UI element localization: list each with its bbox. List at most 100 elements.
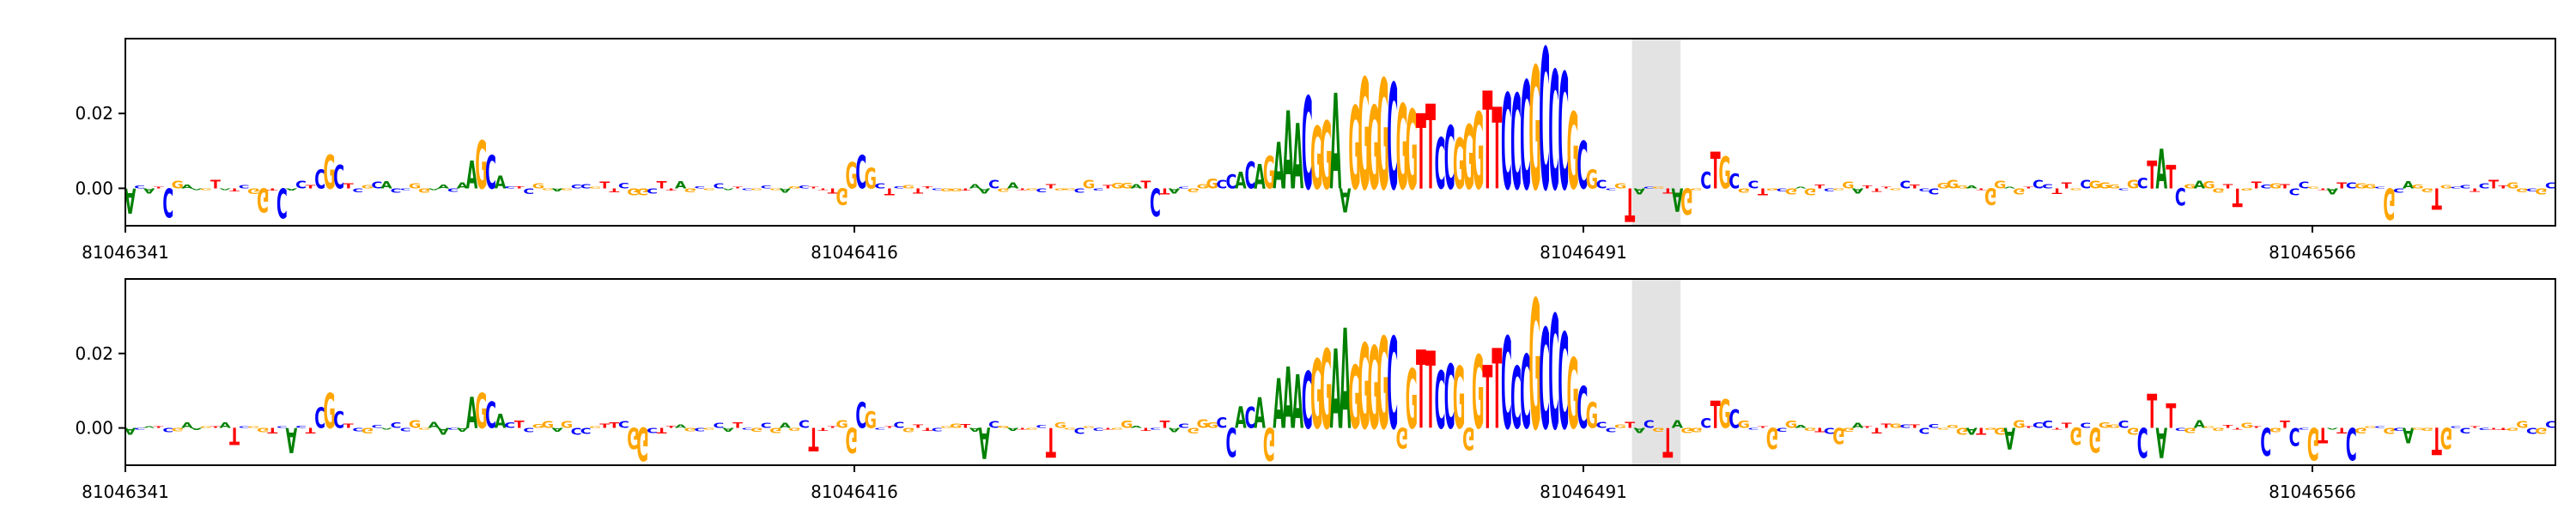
logo-letter: C [523, 186, 534, 195]
logo-letter: G [1406, 353, 1418, 448]
logo-letter: C [485, 394, 496, 437]
logo-letter: G [1187, 426, 1199, 434]
logo-letter: T [1910, 424, 1920, 429]
logo-letter: C [2299, 427, 2310, 430]
logo-letter: G [684, 427, 696, 432]
logo-letter: A [1273, 365, 1285, 445]
logo-letter: C [333, 408, 344, 434]
logo-letter: G [1083, 426, 1095, 428]
logo-letter: C [1747, 179, 1759, 191]
logo-letter: C [1577, 376, 1588, 442]
logo-letter: C [239, 185, 250, 190]
logo-letters: ACATCGAAGTATCGGTCACTCGCTCGCACCGGAACAAGCA… [125, 9, 2556, 234]
logo-letter: A [675, 424, 687, 430]
logo-letter: G [361, 426, 374, 434]
logo-letter: T [1758, 186, 1768, 197]
logo-letter: T [1976, 426, 1986, 436]
logo-letter: A [551, 427, 564, 433]
logo-letter: C [761, 422, 772, 430]
logo-letter: G [2202, 426, 2215, 428]
logo-letter: C [2289, 185, 2300, 196]
logo-letter: G [2440, 421, 2452, 454]
logo-letter: C [694, 427, 705, 432]
logo-letter: G [684, 186, 696, 192]
logo-letter: C [1643, 186, 1655, 189]
logo-letter: G [1026, 188, 1038, 191]
logo-letter: C [1225, 170, 1236, 193]
logo-letter: C [1928, 423, 1939, 429]
logo-letter: C [2260, 419, 2271, 463]
logo-letter: T [2166, 398, 2176, 437]
logo-letter: T [306, 185, 316, 190]
logo-letter: T [1862, 185, 1873, 190]
logo-letter: G [247, 186, 259, 195]
logo-letter: G [1785, 418, 1797, 430]
logo-letter: G [769, 188, 781, 191]
logo-letter: C [932, 427, 943, 432]
logo-letter: T [2023, 426, 2034, 428]
logo-letter: A [2155, 418, 2167, 464]
x-tick-label: 81046566 [2269, 482, 2356, 502]
logo-letter: C [694, 185, 705, 189]
logo-letter: C [2479, 427, 2490, 431]
logo-letter: G [1738, 419, 1750, 431]
logo-letter: G [1320, 328, 1332, 454]
logo-letter: G [1586, 397, 1598, 437]
logo-letter: G [2354, 183, 2366, 191]
logo-letter: G [1652, 427, 1664, 433]
logo-letter: T [609, 421, 620, 430]
logo-letter: T [1862, 426, 1874, 428]
logo-letter: A [1291, 360, 1303, 446]
logo-letter: G [1890, 423, 1902, 430]
logo-letter: T [657, 426, 668, 434]
logo-letter: C [2175, 427, 2186, 431]
logo-letter: A [1282, 350, 1294, 448]
logo-letter: G [703, 427, 715, 430]
logo-letter: C [713, 421, 724, 430]
logo-letter: A [780, 186, 792, 193]
logo-letter: G [418, 427, 430, 430]
logo-letter: T [2280, 183, 2291, 190]
logo-letter: G [2099, 421, 2111, 430]
logo-letter: T [732, 186, 744, 189]
logo-letter: G [865, 408, 877, 434]
logo-letter: G [2506, 427, 2518, 432]
logo-letter: G [2506, 181, 2518, 191]
logo-letter: A [466, 388, 478, 439]
logo-letter: G [846, 154, 858, 197]
logo-letter: G [1690, 188, 1702, 191]
logo-letter: C [1548, 37, 1559, 227]
logo-letter: C [1918, 187, 1929, 191]
logo-letter: T [1482, 65, 1492, 221]
logo-letter: T [1416, 94, 1426, 214]
logo-letter: T [913, 186, 924, 194]
logo-letter: A [466, 154, 478, 199]
logo-letter: A [2326, 186, 2338, 196]
logo-letter: G [2412, 427, 2424, 430]
logo-letter: G [1956, 185, 1968, 189]
logo-letter: T [1710, 143, 1721, 202]
logo-letter: C [295, 179, 307, 191]
logo-letter: C [1510, 69, 1522, 220]
logo-letter: G [1406, 88, 1418, 215]
logo-letter: G [1937, 182, 1949, 191]
logo-letter: G [1187, 186, 1199, 192]
logo-letter: T [343, 423, 354, 430]
logo-letter: A [143, 186, 155, 195]
logo-letter: T [2336, 181, 2347, 191]
logo-letter: C [647, 186, 658, 195]
logo-letter: C [1036, 425, 1047, 429]
logo-letter: C [1178, 423, 1189, 430]
logo-letter: C [1899, 179, 1911, 191]
logo-letter: C [2545, 421, 2556, 430]
logo-letter: G [1680, 426, 1692, 433]
logo-letter: G [1842, 427, 1854, 433]
logo-letter: C [2080, 179, 2091, 191]
logo-letter: T [2223, 183, 2234, 190]
logo-letter: T [2432, 419, 2442, 463]
logo-letter: A [2326, 427, 2338, 430]
logo-letter: C [1387, 56, 1398, 224]
logo-letter: T [1018, 427, 1029, 430]
logo-letter: C [713, 183, 724, 191]
